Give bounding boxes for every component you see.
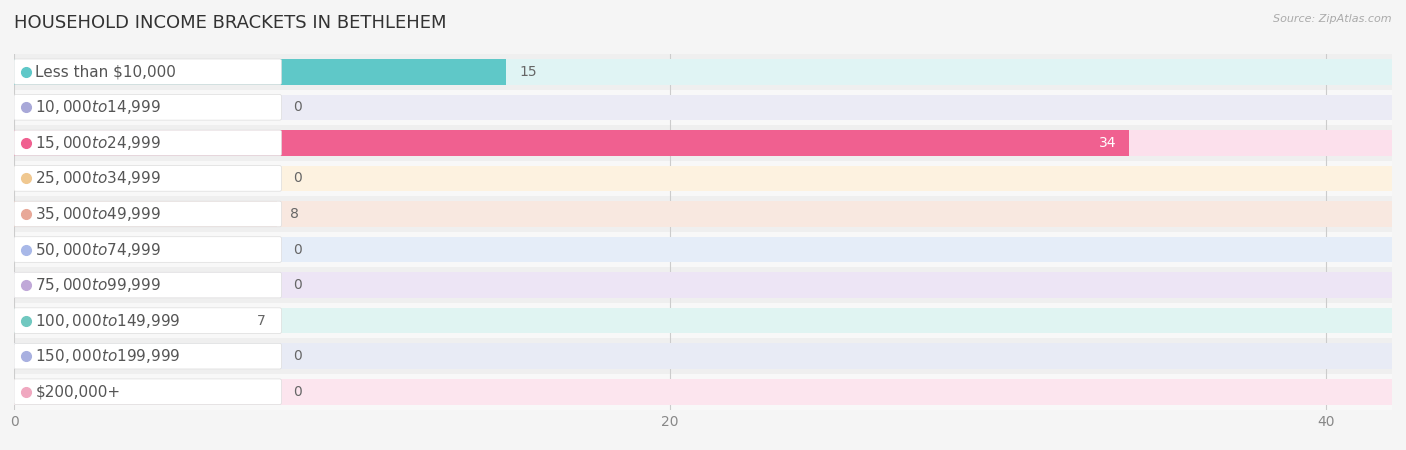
Bar: [14, 59, 506, 85]
Text: 0: 0: [292, 243, 302, 256]
Text: Less than $10,000: Less than $10,000: [35, 64, 176, 79]
Bar: [14, 166, 1392, 191]
Text: 15: 15: [519, 65, 537, 79]
Text: 0: 0: [292, 278, 302, 292]
Bar: [14, 343, 1392, 369]
Text: 8: 8: [290, 207, 298, 221]
FancyBboxPatch shape: [14, 343, 281, 369]
Text: $50,000 to $74,999: $50,000 to $74,999: [35, 240, 162, 258]
FancyBboxPatch shape: [14, 201, 281, 227]
Bar: [14, 201, 1392, 227]
Bar: [14, 130, 1392, 156]
Text: 0: 0: [292, 100, 302, 114]
Text: $100,000 to $149,999: $100,000 to $149,999: [35, 311, 181, 329]
Text: Source: ZipAtlas.com: Source: ZipAtlas.com: [1274, 14, 1392, 23]
Text: 34: 34: [1099, 136, 1116, 150]
Text: 0: 0: [292, 171, 302, 185]
FancyBboxPatch shape: [14, 272, 281, 298]
Text: $25,000 to $34,999: $25,000 to $34,999: [35, 170, 162, 187]
Bar: [14, 308, 243, 333]
Bar: [14, 267, 1392, 303]
Bar: [14, 196, 1392, 232]
Bar: [14, 308, 1392, 333]
Text: $10,000 to $14,999: $10,000 to $14,999: [35, 99, 162, 116]
Bar: [14, 54, 1392, 90]
Bar: [14, 338, 1392, 374]
Bar: [14, 161, 1392, 196]
Text: $75,000 to $99,999: $75,000 to $99,999: [35, 276, 162, 294]
Bar: [14, 237, 1392, 262]
Bar: [14, 59, 1392, 85]
Bar: [14, 232, 1392, 267]
Bar: [14, 125, 1392, 161]
Bar: [14, 90, 1392, 125]
Bar: [14, 303, 1392, 338]
Text: 7: 7: [257, 314, 266, 328]
Text: $15,000 to $24,999: $15,000 to $24,999: [35, 134, 162, 152]
Bar: [14, 272, 1392, 298]
Text: 0: 0: [292, 385, 302, 399]
Bar: [14, 201, 277, 227]
Text: $200,000+: $200,000+: [35, 384, 121, 399]
Bar: [14, 130, 1129, 156]
FancyBboxPatch shape: [14, 59, 281, 85]
FancyBboxPatch shape: [14, 379, 281, 405]
FancyBboxPatch shape: [14, 130, 281, 156]
FancyBboxPatch shape: [14, 94, 281, 120]
Text: HOUSEHOLD INCOME BRACKETS IN BETHLEHEM: HOUSEHOLD INCOME BRACKETS IN BETHLEHEM: [14, 14, 447, 32]
FancyBboxPatch shape: [14, 308, 281, 333]
Text: $150,000 to $199,999: $150,000 to $199,999: [35, 347, 181, 365]
FancyBboxPatch shape: [14, 237, 281, 262]
Text: $35,000 to $49,999: $35,000 to $49,999: [35, 205, 162, 223]
Bar: [14, 379, 1392, 405]
Bar: [14, 374, 1392, 410]
Text: 0: 0: [292, 349, 302, 363]
Bar: [14, 94, 1392, 120]
FancyBboxPatch shape: [14, 166, 281, 191]
